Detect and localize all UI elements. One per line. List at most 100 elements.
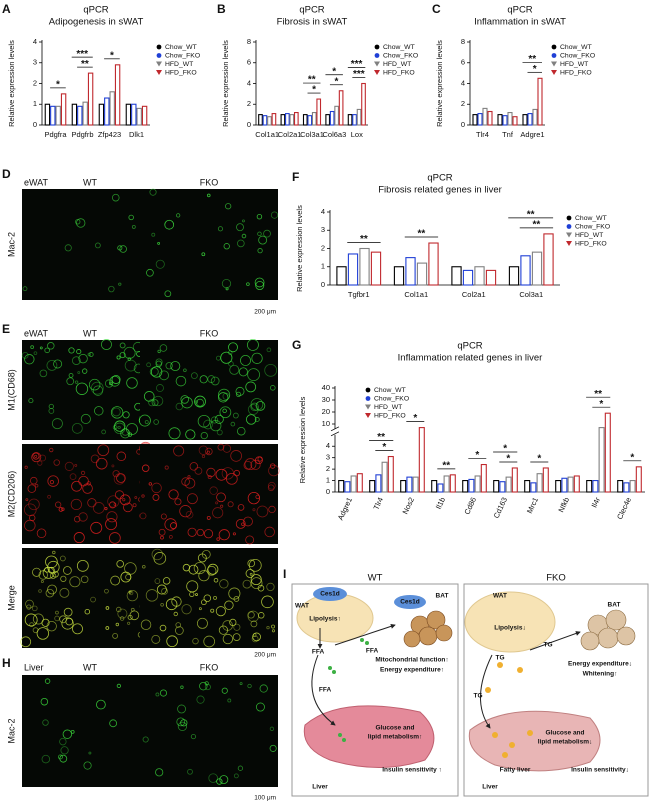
stain-signal — [235, 518, 246, 529]
micrograph — [140, 675, 278, 787]
legend-label: HFD_FKO — [165, 69, 197, 76]
significance-star: * — [110, 50, 114, 61]
stain-signal — [90, 596, 96, 603]
y-tick-label: 1 — [326, 476, 330, 485]
stain-signal — [60, 746, 69, 755]
significance-star: * — [506, 454, 510, 465]
legend-marker — [566, 224, 572, 229]
stain-signal — [246, 414, 257, 425]
x-tick-label: Adgre1 — [520, 130, 544, 139]
stain-signal — [24, 613, 38, 627]
stain-signal — [246, 338, 259, 351]
stain-signal — [206, 515, 211, 520]
stain-signal — [222, 444, 232, 453]
bar — [329, 110, 335, 126]
stain-signal — [203, 635, 216, 648]
x-tick-label: Col3a1 — [519, 290, 543, 299]
stain-signal — [74, 380, 79, 384]
stain-signal — [155, 692, 160, 697]
stain-signal — [216, 537, 220, 541]
stain-signal — [268, 464, 280, 477]
y-tick-label: 4 — [326, 441, 330, 450]
bar — [359, 247, 370, 286]
stain-signal — [204, 683, 211, 691]
stain-signal — [32, 452, 40, 460]
stain-signal — [255, 401, 266, 411]
legend-marker — [365, 404, 371, 410]
micrograph — [22, 189, 158, 300]
stain-signal — [230, 450, 243, 462]
stain-signal — [141, 494, 145, 498]
column-label: FKO — [200, 177, 219, 187]
bar — [302, 114, 308, 126]
stain-signal — [41, 754, 51, 764]
legend-marker — [374, 53, 380, 58]
stain-signal — [160, 602, 164, 607]
bar — [136, 107, 142, 126]
stain-signal — [73, 516, 81, 523]
stain-signal — [44, 347, 50, 354]
stain-signal — [267, 481, 276, 490]
bar — [592, 480, 599, 493]
stain-signal — [233, 773, 239, 779]
bar — [356, 108, 362, 126]
stain-signal — [94, 406, 104, 416]
ffa-dots — [328, 638, 369, 742]
bar — [60, 93, 67, 126]
x-tick-label: Col6a3 — [323, 130, 347, 139]
micrograph — [22, 548, 158, 648]
chart-subtitle: Fibrosis related genes in liver — [378, 185, 502, 196]
stain-signal — [222, 633, 234, 645]
stain-signal — [257, 584, 265, 592]
bar — [334, 105, 339, 126]
stain-signal — [157, 241, 161, 245]
stain-signal — [44, 678, 51, 684]
legend-label: HFD_WT — [560, 61, 588, 68]
stain-signal — [106, 511, 118, 523]
stain-signal — [246, 282, 250, 286]
stain-signal — [47, 342, 55, 350]
significance-star: *** — [76, 49, 88, 60]
significance-star: * — [537, 454, 541, 465]
stain-signal — [152, 493, 160, 501]
bar — [508, 266, 520, 286]
bar — [55, 105, 61, 126]
stain-signal — [159, 689, 168, 697]
bar — [598, 427, 605, 493]
y-tick-label: 1 — [321, 262, 325, 271]
y-tick-label: 4 — [321, 207, 325, 216]
stain-signal — [90, 381, 104, 395]
stain-signal — [252, 508, 256, 512]
stain-signal — [215, 606, 226, 617]
diagram-label: TG — [473, 693, 482, 700]
stain-signal — [146, 268, 154, 277]
stain-signal — [127, 614, 133, 620]
stain-signal — [154, 578, 161, 584]
legend-marker — [566, 232, 572, 238]
stain-signal — [215, 501, 219, 505]
bar — [104, 97, 110, 126]
panel-letter: E — [2, 322, 10, 336]
stain-signal — [59, 737, 67, 746]
stain-signal — [32, 613, 44, 625]
stain-signal — [168, 489, 179, 500]
bar — [77, 105, 83, 126]
stain-signal — [175, 402, 184, 411]
x-tick-label: Nfkb — [556, 496, 571, 514]
diagram-label: TG — [495, 655, 504, 662]
bar — [629, 480, 636, 493]
stain-signal — [256, 505, 269, 518]
wt-frame — [291, 583, 459, 797]
diagram-label: Mitochondrial function↑ — [375, 657, 448, 664]
x-tick-label: Col2a1 — [278, 130, 302, 139]
stain-signal — [122, 498, 126, 502]
stain-signal — [168, 535, 173, 539]
significance-star: ** — [308, 75, 316, 86]
stain-signal — [104, 507, 108, 511]
stain-signal — [153, 419, 159, 425]
stain-signal — [64, 244, 72, 252]
stain-signal — [190, 733, 197, 740]
stain-signal — [192, 637, 199, 645]
bar — [344, 481, 351, 493]
stain-signal — [266, 347, 272, 353]
